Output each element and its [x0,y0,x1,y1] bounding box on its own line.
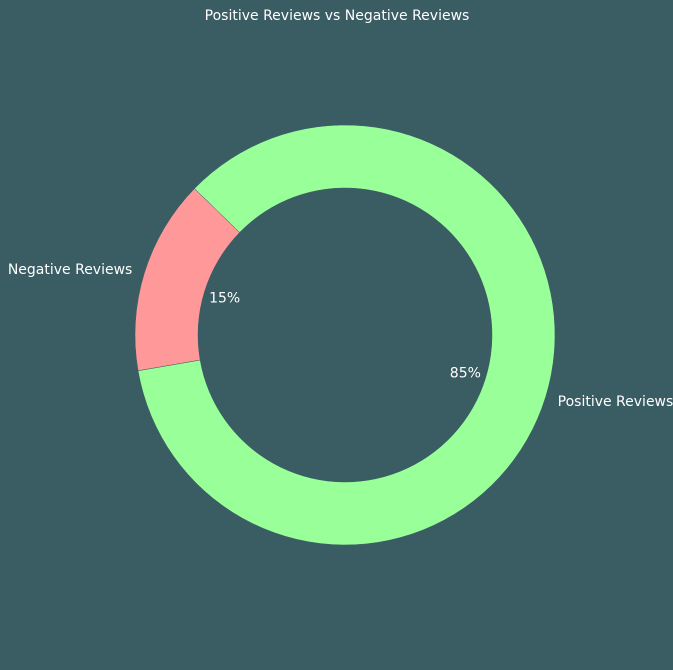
donut-slices [134,124,556,546]
donut-labels: Positive Reviews 85% Negative Reviews 15% [8,262,673,410]
slice-label-negative-reviews: Negative Reviews [8,262,133,278]
pct-label-negative-reviews: 15% [209,291,240,307]
pct-label-positive-reviews: 85% [450,365,481,381]
chart-title: Positive Reviews vs Negative Reviews [205,8,470,24]
slice-positive-reviews [137,124,556,546]
slice-label-positive-reviews: Positive Reviews [558,394,673,410]
slice-negative-reviews [134,188,240,372]
